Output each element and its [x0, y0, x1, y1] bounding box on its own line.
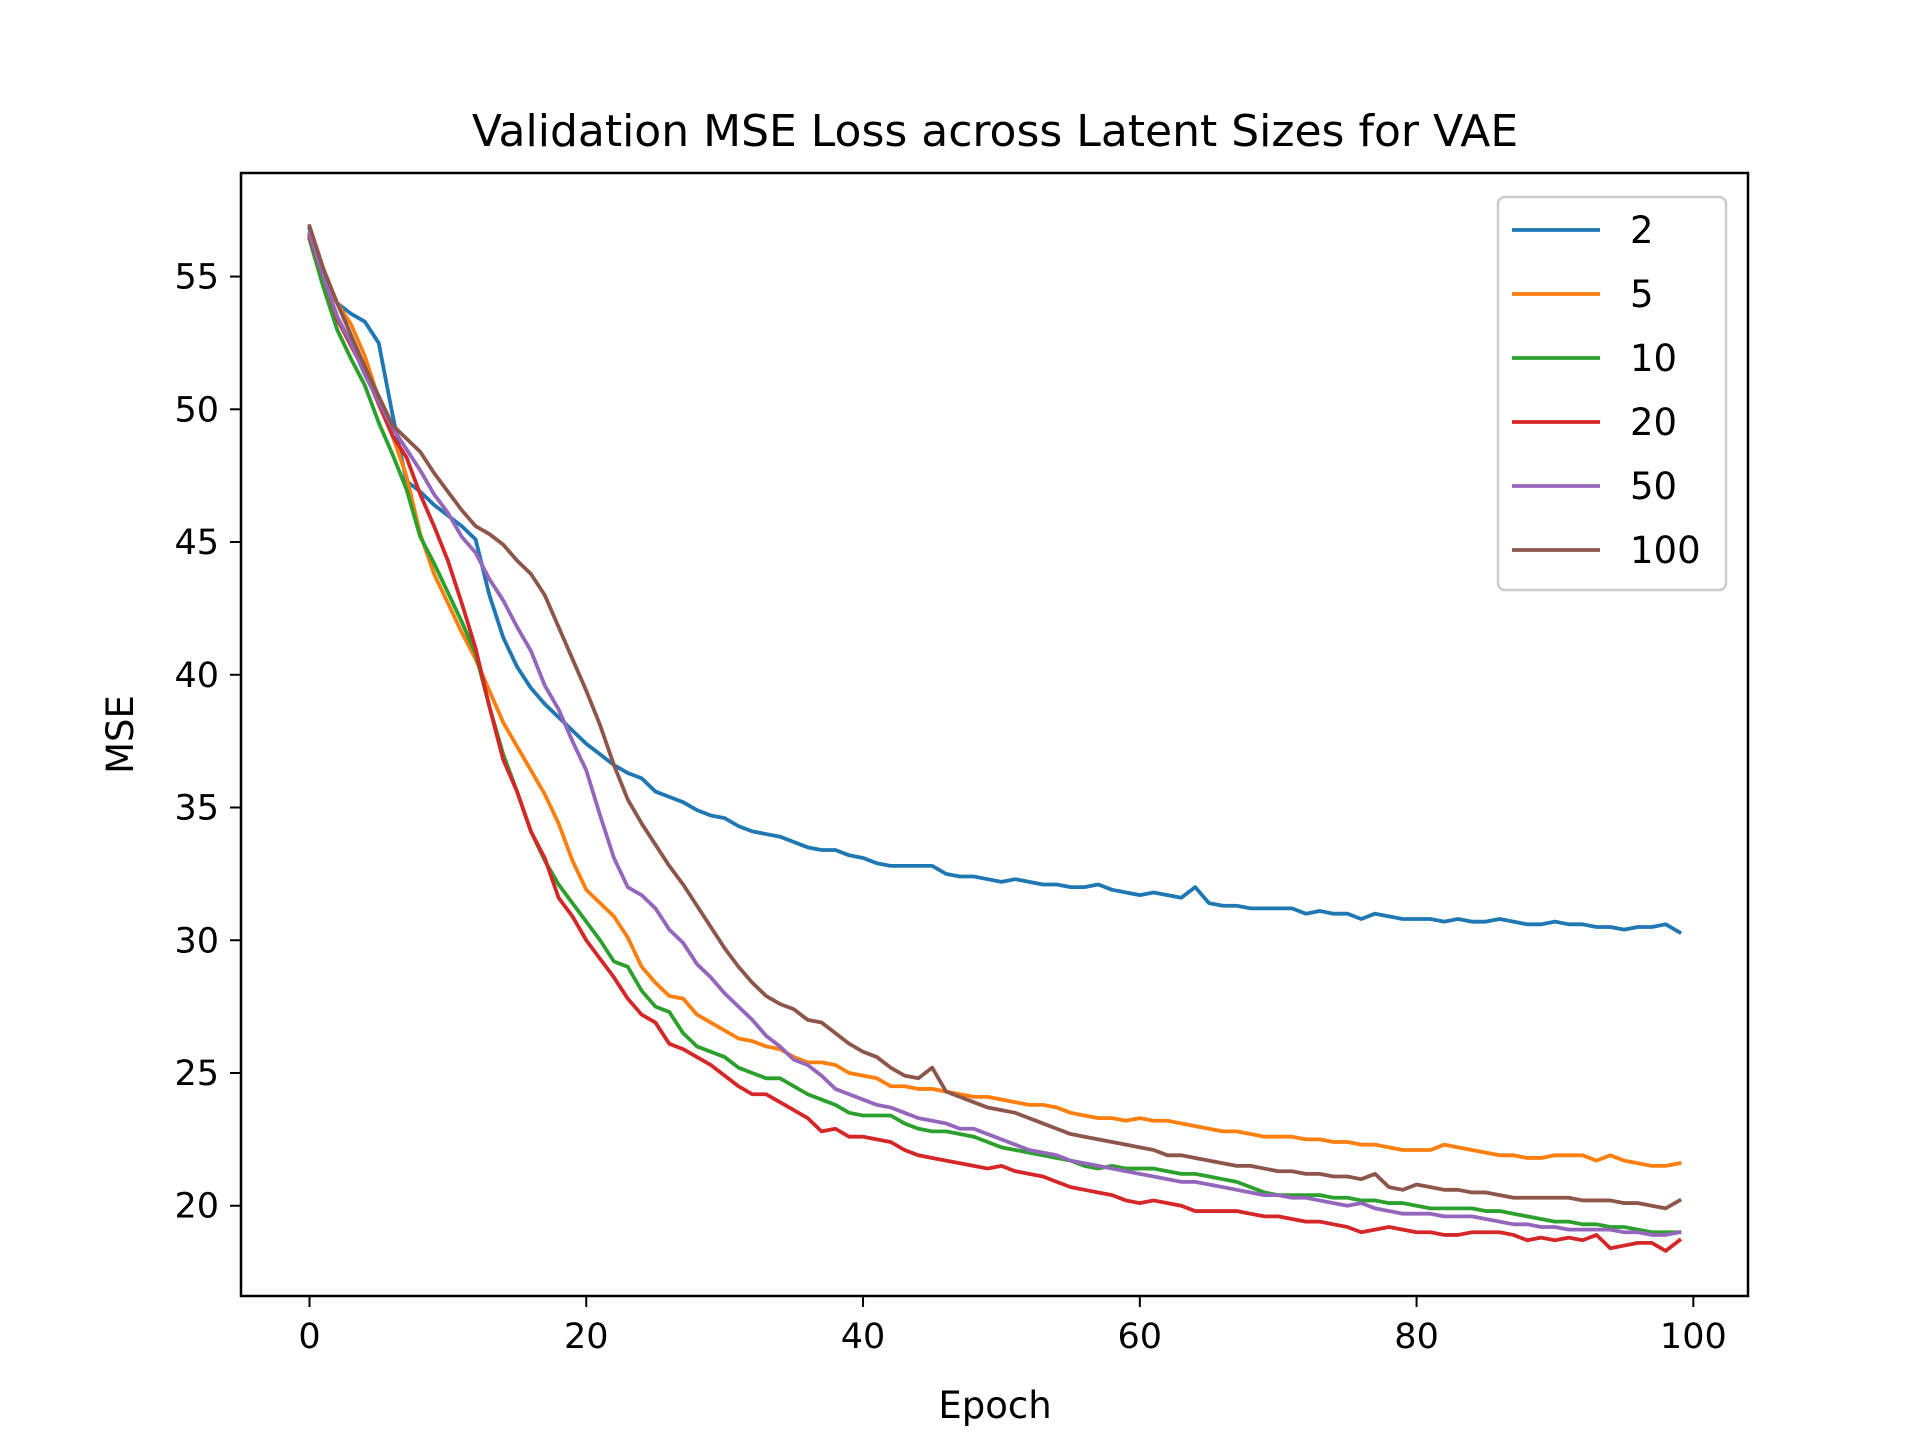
- series-line-20: [307, 234, 1683, 1253]
- x-axis-ticks: 0 20 40 60 80 100: [298, 1296, 1727, 1357]
- series-line-50: [307, 231, 1682, 1237]
- legend-entries: 2 5 10 20 50 100: [1512, 209, 1701, 572]
- x-tick-label: 0: [298, 1317, 320, 1357]
- x-tick-label: 60: [1118, 1317, 1163, 1357]
- chart-title: Validation MSE Loss across Latent Sizes …: [472, 106, 1518, 157]
- legend: 2 5 10 20 50 100: [1496, 195, 1728, 592]
- y-tick-label: 45: [174, 523, 219, 563]
- series-line-2: [307, 226, 1683, 935]
- x-tick-label: 20: [564, 1317, 609, 1357]
- axes-frame: [239, 171, 1750, 1298]
- x-tick-label: 100: [1660, 1317, 1727, 1357]
- legend-label: 50: [1630, 465, 1677, 508]
- y-tick-label: 50: [174, 390, 219, 430]
- series-layer: [307, 223, 1683, 1253]
- series-line-5: [307, 234, 1682, 1168]
- series-line-100: [307, 223, 1683, 1211]
- legend-label: 5: [1630, 273, 1654, 316]
- x-tick-label: 80: [1394, 1317, 1439, 1357]
- y-tick-label: 40: [174, 656, 219, 696]
- x-axis-label: Epoch: [938, 1384, 1051, 1427]
- y-tick-label: 25: [174, 1054, 219, 1094]
- plot-area: [239, 171, 1750, 1298]
- y-tick-label: 35: [174, 789, 219, 829]
- legend-label: 10: [1630, 337, 1677, 380]
- legend-label: 100: [1630, 529, 1701, 572]
- y-tick-label: 20: [174, 1187, 219, 1227]
- legend-label: 20: [1630, 401, 1677, 444]
- y-axis-ticks: 20 25 30 35 40 45 50 55: [174, 258, 241, 1227]
- y-tick-label: 30: [174, 921, 219, 961]
- x-tick-label: 40: [841, 1317, 886, 1357]
- y-axis-label: MSE: [99, 695, 142, 774]
- legend-label: 2: [1630, 209, 1654, 252]
- y-tick-label: 55: [174, 258, 219, 298]
